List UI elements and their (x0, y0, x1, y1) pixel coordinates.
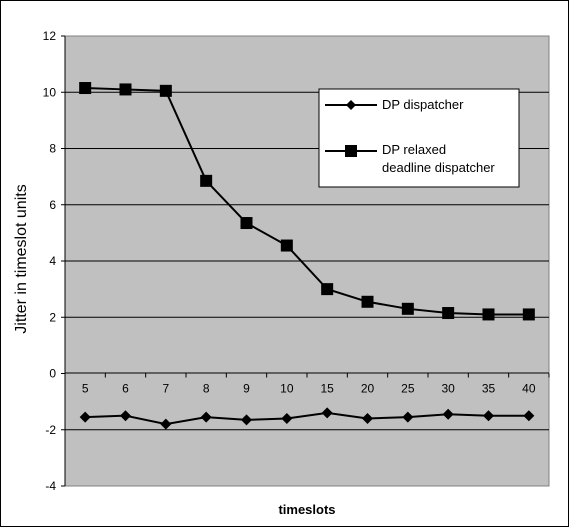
data-point-diamond (402, 411, 414, 423)
data-point-square (159, 84, 172, 97)
y-tick-label: 12 (43, 29, 57, 43)
data-point-square (280, 239, 293, 252)
data-point-diamond (362, 413, 373, 424)
data-point-diamond (281, 413, 293, 424)
y-tick-labels: -4 -2 0 2 4 6 8 10 12 (43, 29, 65, 493)
x-axis-title: timeslots (278, 502, 335, 517)
data-point-diamond (241, 414, 252, 426)
data-point-diamond (523, 410, 535, 422)
x-tick-label: 6 (122, 382, 129, 396)
legend-marker-diamond (346, 100, 356, 110)
data-point-square (401, 302, 414, 315)
data-point-diamond (160, 418, 172, 430)
x-tick-label: 5 (82, 382, 89, 396)
x-tick-label: 9 (243, 382, 250, 396)
x-tick-label: 7 (162, 382, 169, 396)
y-tick-label: 0 (49, 367, 56, 381)
data-point-square (321, 283, 334, 296)
y-tick-label: -2 (45, 423, 56, 437)
data-point-square (482, 308, 495, 321)
legend-label-dp-relaxed-line2: deadline dispatcher (382, 160, 495, 175)
x-tick-label: 10 (280, 382, 294, 396)
y-tick-label: 2 (49, 310, 56, 324)
x-tick-label: 40 (522, 382, 536, 396)
legend: DP dispatcher DP relaxed deadline dispat… (318, 88, 520, 188)
y-tick-label: 10 (43, 85, 57, 99)
legend-label-dp-relaxed-line1: DP relaxed (382, 142, 446, 157)
data-point-square (361, 295, 374, 308)
y-tick-label: -4 (45, 479, 56, 493)
x-tick-label: 35 (482, 382, 496, 396)
series-layer (79, 82, 535, 430)
legend-label-dp-dispatcher: DP dispatcher (382, 97, 464, 112)
data-point-square (442, 307, 455, 320)
series-line-1 (85, 411, 529, 426)
data-point-diamond (442, 408, 454, 420)
x-tick-label: 15 (320, 382, 334, 396)
data-point-square (200, 174, 213, 187)
x-tick-label: 30 (441, 382, 455, 396)
y-axis-title: Jitter in timeslot units (13, 184, 30, 333)
data-point-diamond (483, 410, 494, 422)
data-point-diamond (79, 411, 91, 423)
x-tick-label: 8 (203, 382, 210, 396)
series-line-2 (85, 87, 529, 316)
x-tick-label: 20 (361, 382, 375, 396)
x-tick-label: 25 (401, 382, 415, 396)
y-tick-label: 6 (49, 198, 56, 212)
data-point-square (522, 308, 535, 321)
y-tick-label: 8 (49, 142, 56, 156)
x-tick-labels: 5 6 7 8 9 10 15 20 25 30 35 40 (64, 373, 550, 396)
data-point-diamond (200, 411, 212, 423)
data-point-diamond (321, 407, 333, 419)
data-point-diamond (120, 410, 131, 422)
data-point-square (79, 82, 92, 95)
data-point-square (119, 83, 132, 96)
y-tick-label: 4 (49, 254, 56, 268)
data-point-square (240, 217, 253, 230)
legend-marker-square (345, 145, 357, 157)
